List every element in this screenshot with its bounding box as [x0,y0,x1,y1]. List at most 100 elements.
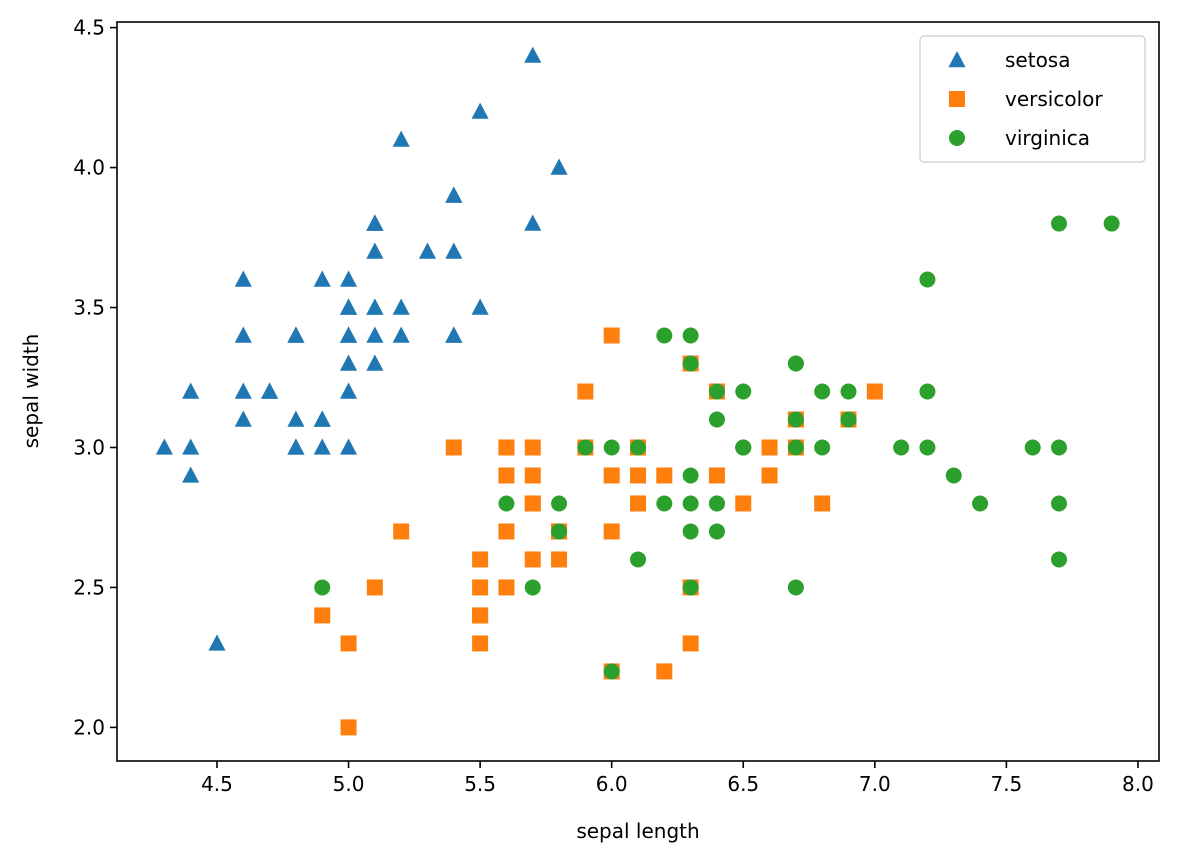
setosa-point [524,214,542,231]
setosa-point [313,410,331,427]
setosa-point [445,186,463,203]
setosa-point [471,102,489,119]
versicolor-point [340,635,357,652]
virginica-point [735,383,752,400]
setosa-point [366,298,384,315]
x-tick-label: 5.5 [464,772,496,796]
setosa-point [340,270,358,287]
virginica-point [1103,215,1120,232]
setosa-point [340,354,358,371]
virginica-point [682,327,699,344]
setosa-point [340,326,358,343]
virginica-point [708,495,725,512]
versicolor-point [524,467,541,484]
versicolor-point [656,663,673,680]
versicolor-point [498,523,515,540]
versicolor-point [866,383,883,400]
setosa-point [418,242,437,259]
x-tick-label: 8.0 [1122,772,1154,796]
versicolor-point [498,467,515,484]
virginica-point [814,439,831,456]
setosa-point [392,130,410,147]
setosa-point [340,438,358,455]
series-setosa [155,46,568,651]
versicolor-point [393,523,410,540]
setosa-point [261,382,279,399]
setosa-point [550,158,568,175]
setosa-point [234,270,252,287]
y-axis-ticks: 2.0 2.5 3.0 3.5 4.0 4.5 [73,16,117,739]
setosa-point [234,326,252,343]
virginica-point [498,495,515,512]
setosa-point [366,326,384,343]
setosa-point [234,410,252,427]
virginica-point [314,579,331,596]
legend-marker-setosa [948,51,966,68]
versicolor-point [524,439,541,456]
setosa-point [287,438,305,455]
x-axis-ticks: 4.5 5.0 5.5 6.0 6.5 7.0 7.5 8.0 [201,761,1154,796]
versicolor-point [472,551,489,568]
virginica-point [945,467,962,484]
virginica-point [787,355,804,372]
virginica-point [603,663,620,680]
setosa-point [392,298,410,315]
x-tick-label: 7.5 [990,772,1022,796]
versicolor-point [314,607,331,624]
setosa-point [366,214,384,231]
legend-label: setosa [1005,48,1070,72]
legend-marker-virginica [949,130,965,146]
x-tick-label: 6.5 [727,772,759,796]
versicolor-point [708,467,725,484]
versicolor-point [577,383,594,400]
virginica-point [630,439,646,456]
virginica-point [551,495,568,512]
virginica-point [919,439,936,456]
virginica-point [630,551,646,568]
setosa-point [208,634,226,651]
setosa-point [366,354,384,371]
virginica-point [603,439,620,456]
x-tick-label: 4.5 [201,772,233,796]
y-tick-label: 4.5 [73,16,105,40]
virginica-point [682,467,699,484]
virginica-point [551,523,568,540]
virginica-point [656,495,673,512]
versicolor-point [524,495,541,512]
virginica-point [682,579,699,596]
virginica-point [735,439,752,456]
y-tick-label: 3.0 [73,435,105,459]
virginica-point [682,523,699,540]
setosa-point [445,326,463,343]
versicolor-point [735,495,752,512]
setosa-point [445,242,463,259]
x-tick-label: 5.0 [333,772,365,796]
virginica-point [1051,215,1068,232]
virginica-point [787,411,804,428]
virginica-point [840,411,857,428]
virginica-point [1024,439,1041,456]
versicolor-point [472,579,489,596]
virginica-point [787,439,804,456]
versicolor-point [603,523,620,540]
y-axis-label: sepal width [19,334,43,449]
setosa-point [287,410,305,427]
virginica-point [656,327,673,344]
versicolor-point [340,719,357,736]
virginica-point [708,383,725,400]
virginica-point [708,411,725,428]
versicolor-point [498,439,515,456]
legend: setosa versicolor virginica [919,35,1146,163]
virginica-point [577,439,594,456]
legend-marker-versicolor [949,91,965,107]
virginica-point [708,523,725,540]
plot-frame [116,21,1160,762]
setosa-point [234,382,252,399]
versicolor-point [603,327,620,344]
versicolor-point [814,495,831,512]
legend-item-virginica: virginica [949,126,1090,150]
virginica-point [919,271,936,288]
virginica-point [1051,551,1068,568]
versicolor-point [366,579,383,596]
virginica-point [893,439,910,456]
